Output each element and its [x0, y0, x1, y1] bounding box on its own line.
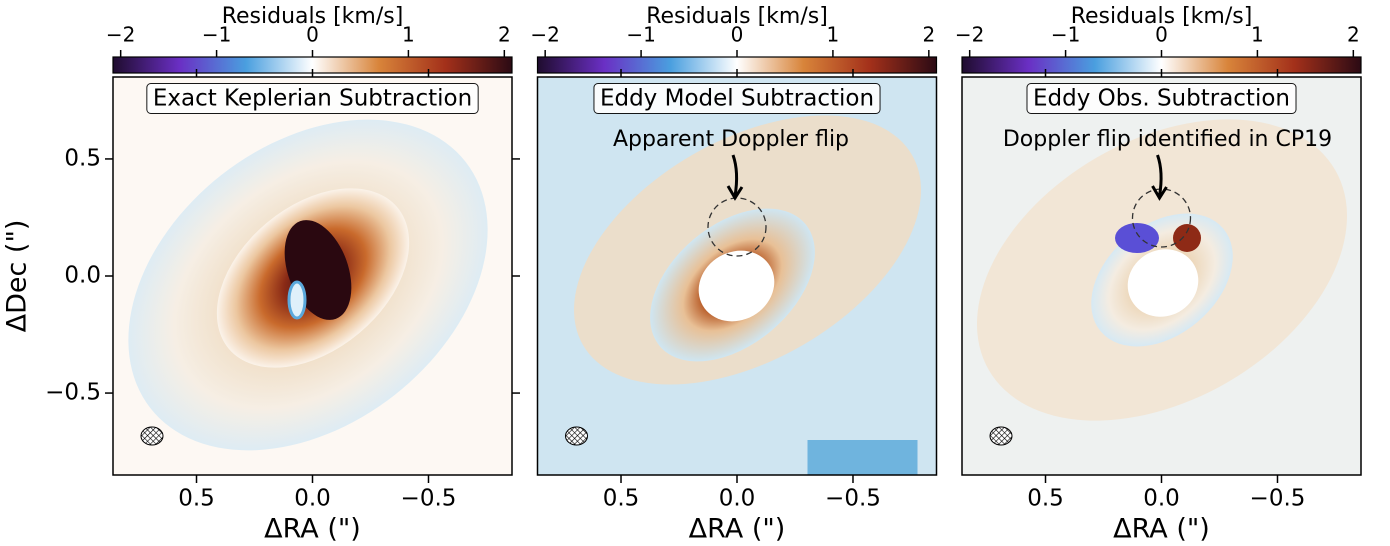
- colorbar-tick-label: 1: [1251, 23, 1264, 47]
- arrow: [731, 154, 739, 197]
- residual-map: [537, 77, 937, 475]
- annotation-box: [146, 83, 479, 114]
- y-tick-label: 0.0: [64, 263, 101, 289]
- y-tick-label: −0.5: [45, 380, 101, 406]
- flip-circle: [707, 197, 767, 257]
- colorbar-tick-label: 2: [922, 23, 935, 47]
- x-tick-label: 0.5: [1027, 486, 1064, 512]
- colorbar-label: Residuals [km/s]: [222, 4, 404, 29]
- y-tick-label: 0.5: [64, 145, 101, 171]
- x-axis-label: ΔRA ("): [264, 514, 361, 545]
- colorbar-tick-label: 0: [1155, 23, 1168, 47]
- residual-map: [113, 77, 512, 475]
- beam-hatch: [990, 427, 1012, 445]
- flip-circle: [1131, 188, 1192, 248]
- colorbar-tick-label: −2: [106, 23, 135, 47]
- panel-annotation: Eddy Model Subtraction: [600, 86, 874, 112]
- annotation-box: [593, 83, 881, 114]
- annotation-box: [1026, 83, 1297, 114]
- x-axis-label: ΔRA ("): [1113, 514, 1210, 545]
- colorbar-tick-label: −1: [1051, 23, 1080, 47]
- colorbar-tick-label: −1: [626, 23, 655, 47]
- x-tick-label: −0.5: [401, 486, 457, 512]
- colorbar-label: Residuals [km/s]: [1071, 4, 1253, 29]
- colorbar-tick-label: 0: [306, 23, 319, 47]
- residual-map: [962, 77, 1361, 475]
- panel-annotation: Exact Keplerian Subtraction: [153, 86, 472, 112]
- y-axis-label: ΔDec ("): [2, 220, 33, 333]
- colorbar-tick-label: −2: [955, 23, 984, 47]
- x-tick-label: 0.0: [1143, 486, 1180, 512]
- colorbar-tick-label: −2: [530, 23, 559, 47]
- x-tick-label: −0.5: [1250, 486, 1306, 512]
- residual-patch: [807, 440, 918, 475]
- residual-blue: [1115, 223, 1159, 253]
- note: Apparent Doppler flip: [613, 127, 849, 152]
- x-tick-label: 0.0: [719, 486, 756, 512]
- colorbar-tick-label: 0: [731, 23, 744, 47]
- panel-annotation: Eddy Obs. Subtraction: [1033, 86, 1290, 112]
- masked-center: [698, 250, 775, 322]
- colorbar-label: Residuals [km/s]: [646, 4, 828, 29]
- colorbar-tick-label: 1: [827, 23, 840, 47]
- colorbar-tick-label: 1: [402, 23, 415, 47]
- x-tick-label: 0.5: [603, 486, 640, 512]
- x-tick-label: 0.0: [294, 486, 331, 512]
- beam-hatch: [565, 427, 588, 445]
- x-tick-label: 0.5: [178, 486, 215, 512]
- colorbar-tick-label: −1: [202, 23, 231, 47]
- x-axis-label: ΔRA ("): [689, 514, 786, 545]
- colorbar-tick-label: 2: [1347, 23, 1360, 47]
- residual-spot: [287, 280, 307, 320]
- residual-red: [1173, 224, 1201, 252]
- arrow-head: [726, 185, 744, 201]
- colorbar-tick-label: 2: [498, 23, 511, 47]
- note: Doppler flip identified in CP19: [1003, 127, 1332, 152]
- x-tick-label: −0.5: [825, 486, 881, 512]
- masked-center: [1127, 249, 1199, 317]
- arrow: [1156, 154, 1163, 197]
- arrow-head: [1151, 185, 1168, 201]
- beam-hatch: [141, 427, 163, 445]
